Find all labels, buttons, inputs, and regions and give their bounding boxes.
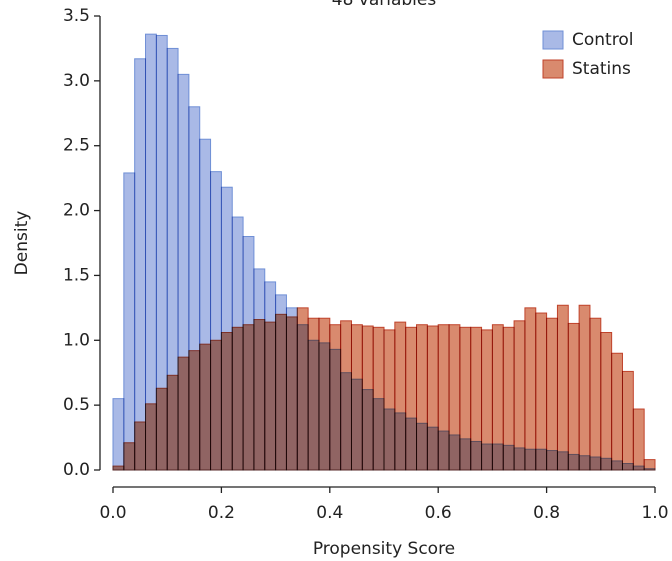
bar [296, 324, 309, 471]
bar [155, 34, 168, 471]
legend-swatch [542, 59, 564, 79]
x-tick-label: 0.8 [533, 503, 560, 523]
bar [275, 294, 287, 471]
x-tick-label: 0.4 [316, 503, 343, 523]
bar [632, 465, 645, 471]
bar [416, 422, 428, 471]
bar [632, 408, 645, 471]
bar [112, 398, 125, 471]
y-tick-label: 0.0 [63, 460, 90, 480]
y-tick-label: 2.0 [63, 201, 90, 221]
bar [535, 312, 548, 471]
y-tick-label: 3.5 [63, 6, 90, 26]
bar [285, 307, 298, 471]
bar [437, 430, 450, 471]
bar [220, 186, 233, 471]
y-tick-label: 1.0 [63, 330, 90, 350]
bar [589, 456, 602, 471]
y-tick-label: 3.0 [63, 71, 90, 91]
bar [361, 389, 374, 471]
bar [621, 463, 634, 471]
bar [567, 453, 580, 471]
bar [611, 460, 623, 471]
bar [199, 138, 212, 471]
bar [253, 268, 266, 471]
bar [502, 444, 515, 471]
bar [513, 447, 526, 471]
bar [546, 450, 558, 471]
bar [459, 438, 472, 471]
x-tick-label: 0.6 [425, 503, 452, 523]
bar [242, 236, 255, 471]
y-tick-label: 0.5 [63, 395, 90, 415]
bar [611, 352, 623, 471]
bar [448, 434, 461, 471]
bar [210, 171, 222, 471]
chart-title: 48 variables [332, 0, 437, 10]
x-axis-label: Propensity Score [313, 539, 455, 559]
bar [600, 457, 613, 471]
y-tick-label: 1.5 [63, 265, 90, 285]
bar [123, 172, 136, 471]
legend-label: Statins [572, 59, 631, 79]
bar [318, 342, 331, 471]
bar [491, 443, 504, 471]
legend-label: Control [572, 30, 633, 50]
bar [177, 73, 190, 471]
bar [350, 378, 363, 471]
bar [600, 332, 613, 471]
bar [405, 417, 418, 471]
bar [470, 440, 483, 471]
bar [166, 47, 179, 471]
x-tick-label: 0.0 [99, 503, 126, 523]
bar [567, 322, 580, 471]
bar [383, 408, 396, 471]
bar [329, 348, 342, 471]
bar [589, 317, 602, 471]
bar [578, 304, 591, 471]
bar [535, 448, 548, 471]
bar [578, 455, 591, 471]
bar [340, 372, 352, 471]
bars [112, 33, 656, 471]
bar [643, 468, 656, 471]
bar [134, 58, 147, 471]
bar [481, 443, 493, 471]
bar [264, 281, 277, 471]
bar [556, 304, 569, 471]
x-tick-label: 1.0 [641, 503, 668, 523]
bar [145, 33, 157, 471]
bar [556, 451, 569, 471]
y-axis-label: Density [12, 211, 32, 276]
bar [372, 398, 385, 471]
bar [231, 216, 244, 471]
bar [546, 317, 558, 471]
bar [524, 307, 537, 471]
legend-swatch [542, 30, 564, 50]
bar [188, 106, 201, 471]
bar [394, 412, 407, 471]
x-tick-label: 0.2 [208, 503, 235, 523]
bar [524, 448, 537, 471]
bar [426, 426, 439, 471]
bar [307, 339, 320, 471]
y-tick-label: 2.5 [63, 136, 90, 156]
bar [621, 370, 634, 471]
